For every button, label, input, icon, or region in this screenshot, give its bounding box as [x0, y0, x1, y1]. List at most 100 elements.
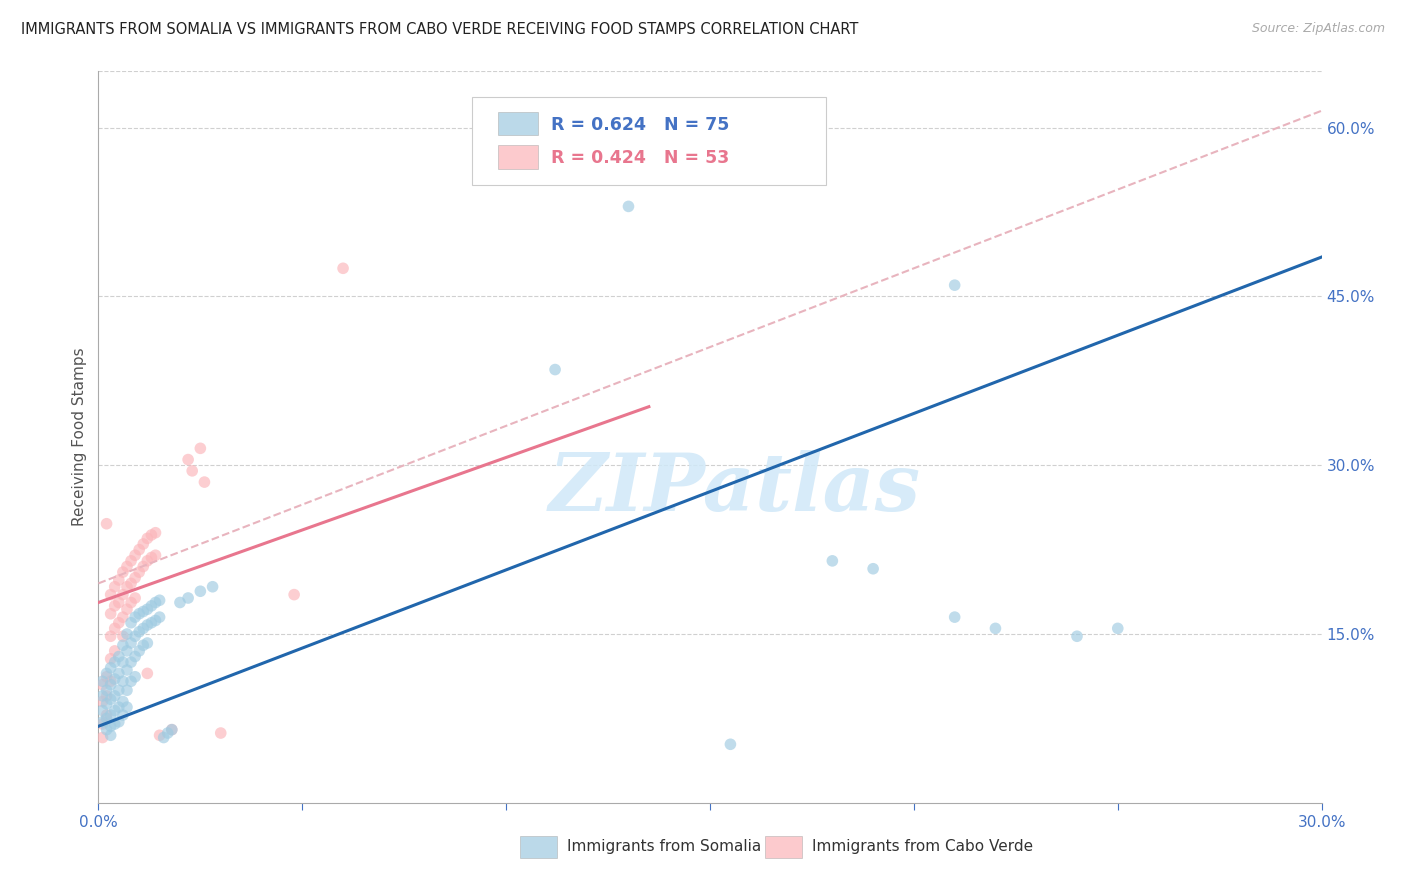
Point	[96, 711, 118, 725]
Point	[152, 731, 174, 745]
Text: R = 0.424   N = 53: R = 0.424 N = 53	[551, 149, 730, 168]
Point	[141, 599, 163, 613]
Point	[160, 723, 183, 737]
Point	[115, 627, 138, 641]
Point	[91, 731, 114, 745]
Text: ZIPatlas: ZIPatlas	[548, 450, 921, 527]
Point	[145, 595, 167, 609]
Point	[141, 528, 163, 542]
Point	[124, 571, 146, 585]
Point	[111, 565, 134, 579]
Point	[145, 548, 167, 562]
FancyBboxPatch shape	[765, 836, 801, 858]
Point	[111, 655, 134, 669]
Point	[91, 704, 114, 718]
Point	[193, 475, 215, 489]
Point	[120, 674, 142, 689]
Point	[108, 683, 131, 698]
Point	[104, 644, 127, 658]
Point	[332, 261, 354, 276]
Point	[132, 559, 155, 574]
Point	[96, 689, 118, 703]
Point	[91, 689, 114, 703]
Point	[104, 580, 127, 594]
Point	[177, 452, 200, 467]
Point	[160, 723, 183, 737]
Point	[91, 678, 114, 692]
Point	[104, 621, 127, 635]
Point	[943, 610, 966, 624]
Point	[100, 719, 122, 733]
Point	[100, 607, 122, 621]
Point	[115, 602, 138, 616]
Point	[136, 636, 159, 650]
Point	[128, 644, 150, 658]
Point	[120, 576, 142, 591]
Text: R = 0.624   N = 75: R = 0.624 N = 75	[551, 116, 730, 134]
Point	[100, 692, 122, 706]
Point	[111, 638, 134, 652]
Point	[132, 621, 155, 635]
Point	[136, 666, 159, 681]
Point	[145, 614, 167, 628]
Point	[120, 655, 142, 669]
Point	[115, 683, 138, 698]
Point	[100, 629, 122, 643]
Point	[136, 532, 159, 546]
Point	[104, 717, 127, 731]
Point	[100, 661, 122, 675]
Point	[108, 666, 131, 681]
Point	[108, 714, 131, 729]
Point	[149, 728, 172, 742]
Point	[91, 674, 114, 689]
Point	[124, 670, 146, 684]
Point	[136, 554, 159, 568]
Point	[124, 649, 146, 664]
Point	[100, 674, 122, 689]
Point	[96, 683, 118, 698]
Point	[156, 726, 179, 740]
Point	[124, 629, 146, 643]
FancyBboxPatch shape	[498, 145, 537, 169]
Point	[149, 593, 172, 607]
Point	[120, 636, 142, 650]
Point	[96, 666, 118, 681]
Point	[201, 580, 224, 594]
Point	[104, 689, 127, 703]
Point	[115, 580, 138, 594]
Point	[115, 644, 138, 658]
Point	[617, 199, 640, 213]
Point	[111, 674, 134, 689]
Point	[188, 584, 212, 599]
Text: IMMIGRANTS FROM SOMALIA VS IMMIGRANTS FROM CABO VERDE RECEIVING FOOD STAMPS CORR: IMMIGRANTS FROM SOMALIA VS IMMIGRANTS FR…	[21, 22, 859, 37]
Point	[128, 565, 150, 579]
Point	[100, 678, 122, 692]
Point	[108, 700, 131, 714]
Point	[283, 588, 305, 602]
Point	[128, 624, 150, 639]
Y-axis label: Receiving Food Stamps: Receiving Food Stamps	[72, 348, 87, 526]
Point	[96, 670, 118, 684]
Point	[181, 464, 204, 478]
Point	[91, 714, 114, 729]
Point	[132, 605, 155, 619]
Point	[96, 708, 118, 723]
Point	[111, 588, 134, 602]
Point	[91, 717, 114, 731]
Point	[115, 559, 138, 574]
Point	[720, 737, 742, 751]
Point	[91, 694, 114, 708]
Point	[111, 610, 134, 624]
Point	[115, 700, 138, 714]
Point	[96, 516, 118, 531]
Point	[177, 591, 200, 605]
Point	[132, 537, 155, 551]
Point	[96, 697, 118, 711]
Point	[169, 595, 191, 609]
Point	[145, 525, 167, 540]
Point	[104, 655, 127, 669]
Point	[141, 615, 163, 630]
Point	[141, 550, 163, 565]
Point	[96, 723, 118, 737]
Point	[128, 542, 150, 557]
